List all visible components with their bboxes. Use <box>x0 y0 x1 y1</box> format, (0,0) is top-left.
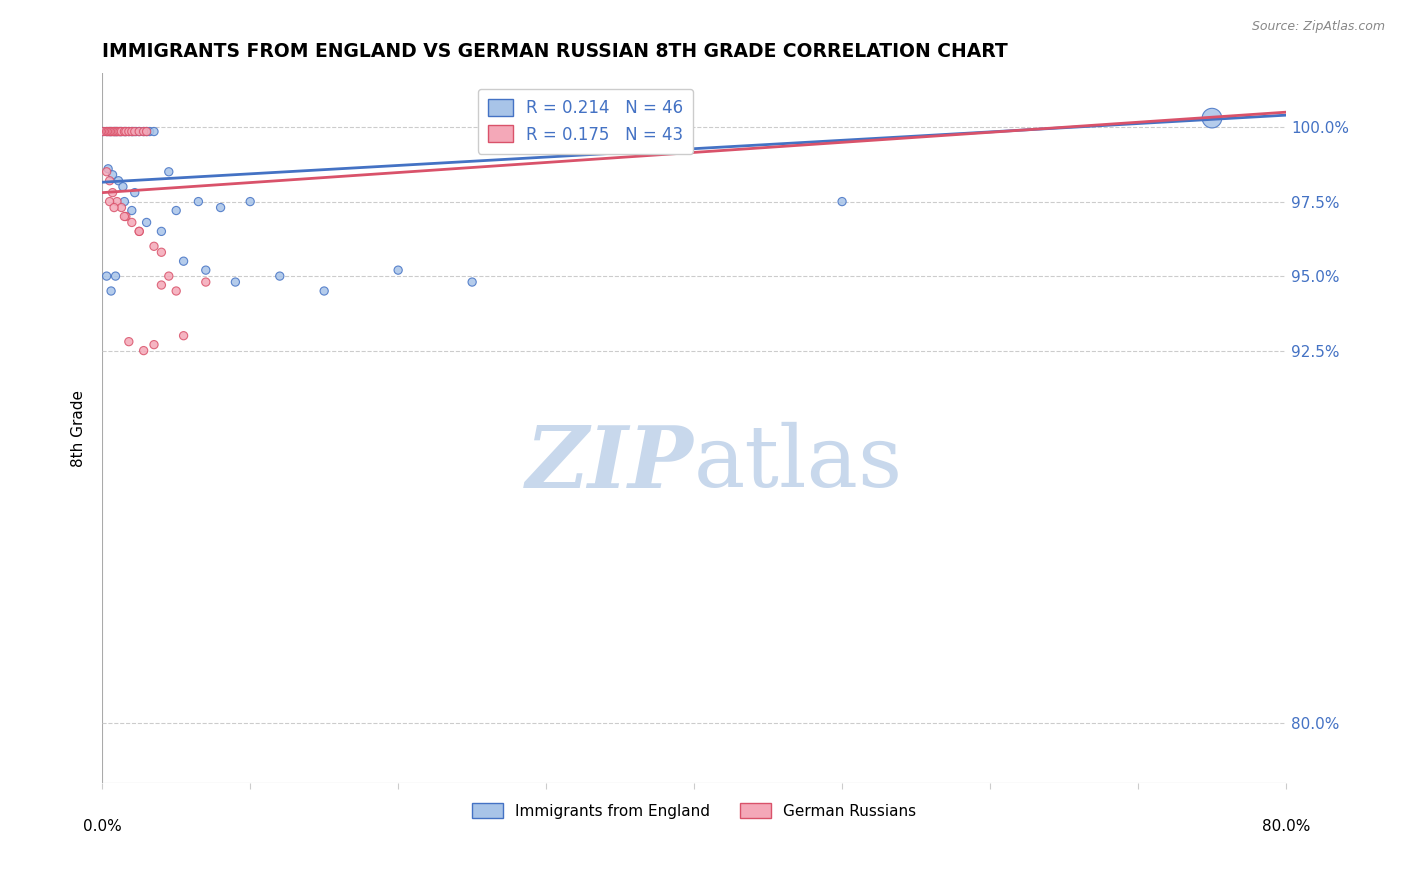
Point <box>1201 111 1223 125</box>
Point <box>128 124 150 138</box>
Point <box>150 224 173 238</box>
Point <box>112 124 135 138</box>
Point <box>654 111 676 125</box>
Point <box>104 124 127 138</box>
Point <box>165 284 187 298</box>
Text: atlas: atlas <box>695 422 903 505</box>
Point <box>150 245 173 260</box>
Point <box>157 165 180 179</box>
Point <box>121 215 143 229</box>
Point <box>100 284 122 298</box>
Point <box>135 215 157 229</box>
Point <box>107 124 129 138</box>
Point <box>173 254 195 268</box>
Point <box>110 124 132 138</box>
Point <box>105 124 128 138</box>
Point <box>101 186 124 200</box>
Point <box>121 203 143 218</box>
Point <box>96 124 118 138</box>
Point <box>209 201 232 215</box>
Point <box>97 124 120 138</box>
Point <box>173 328 195 343</box>
Point <box>100 124 122 138</box>
Point <box>108 124 131 138</box>
Point <box>128 124 150 138</box>
Point <box>118 124 141 138</box>
Point <box>104 124 127 138</box>
Point <box>128 224 150 238</box>
Point <box>124 186 146 200</box>
Point <box>121 124 143 138</box>
Point <box>107 174 129 188</box>
Point <box>103 124 125 138</box>
Point <box>269 269 291 284</box>
Point <box>135 124 157 138</box>
Point <box>98 124 121 138</box>
Point <box>112 124 135 138</box>
Point <box>138 124 160 138</box>
Point <box>103 124 125 138</box>
Point <box>125 124 148 138</box>
Point <box>96 165 118 179</box>
Point <box>122 124 145 138</box>
Point <box>143 337 166 351</box>
Point <box>124 124 146 138</box>
Point <box>150 278 173 293</box>
Point <box>165 203 187 218</box>
Y-axis label: 8th Grade: 8th Grade <box>72 390 86 467</box>
Point <box>115 210 138 224</box>
Point <box>132 124 155 138</box>
Point <box>387 263 409 277</box>
Point <box>143 124 166 138</box>
Point <box>239 194 262 209</box>
Point <box>128 224 150 238</box>
Point <box>115 124 138 138</box>
Point <box>98 174 121 188</box>
Point <box>111 179 134 194</box>
Point <box>135 124 157 138</box>
Point <box>91 124 114 138</box>
Point <box>118 334 141 349</box>
Point <box>132 124 155 138</box>
Point <box>121 124 143 138</box>
Point <box>103 201 125 215</box>
Point <box>105 124 128 138</box>
Point <box>831 194 853 209</box>
Point <box>100 124 122 138</box>
Point <box>157 269 180 284</box>
Text: 0.0%: 0.0% <box>83 819 121 833</box>
Point <box>98 194 121 209</box>
Point <box>96 124 118 138</box>
Point <box>110 124 132 138</box>
Legend: Immigrants from England, German Russians: Immigrants from England, German Russians <box>465 797 922 825</box>
Point <box>115 124 138 138</box>
Point <box>104 269 127 284</box>
Point <box>187 194 209 209</box>
Point <box>101 124 124 138</box>
Point <box>93 124 115 138</box>
Point <box>110 201 132 215</box>
Point <box>194 275 217 289</box>
Point <box>461 275 484 289</box>
Point <box>194 263 217 277</box>
Point <box>105 194 128 209</box>
Point <box>96 269 118 284</box>
Point <box>118 124 141 138</box>
Point <box>112 210 135 224</box>
Point <box>143 239 166 253</box>
Point <box>224 275 246 289</box>
Text: ZIP: ZIP <box>526 422 695 505</box>
Text: Source: ZipAtlas.com: Source: ZipAtlas.com <box>1251 20 1385 33</box>
Text: IMMIGRANTS FROM ENGLAND VS GERMAN RUSSIAN 8TH GRADE CORRELATION CHART: IMMIGRANTS FROM ENGLAND VS GERMAN RUSSIA… <box>103 42 1008 61</box>
Text: 80.0%: 80.0% <box>1261 819 1310 833</box>
Point <box>97 161 120 176</box>
Point <box>112 194 135 209</box>
Point <box>314 284 336 298</box>
Point <box>132 343 155 358</box>
Point <box>108 124 131 138</box>
Point <box>101 168 124 182</box>
Point <box>98 124 121 138</box>
